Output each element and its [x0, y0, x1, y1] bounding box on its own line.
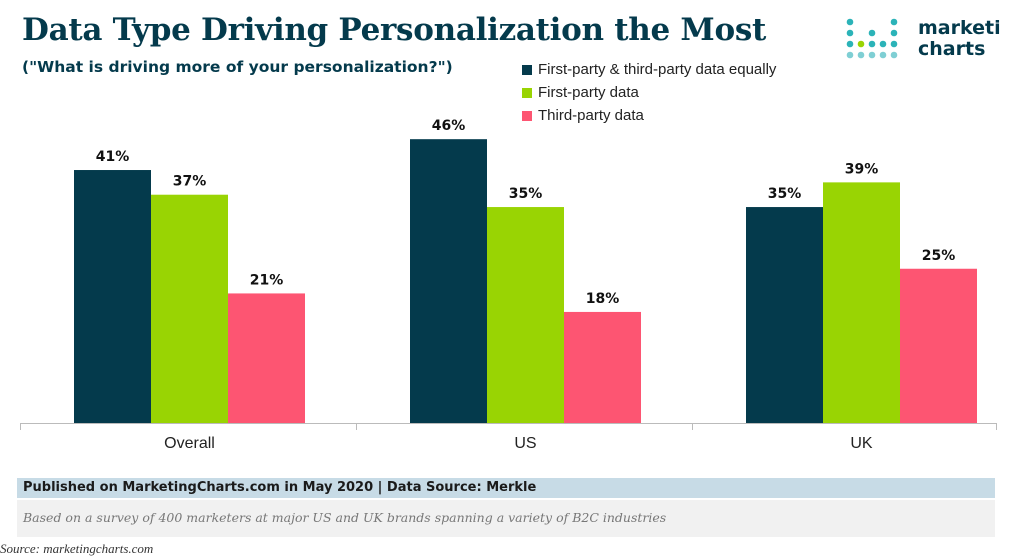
legend-swatch-series-3: [522, 110, 532, 121]
legend: First-party & third-party data equally F…: [522, 58, 776, 127]
bar-overall-series-2: [151, 194, 228, 423]
data-label: 41%: [96, 149, 130, 165]
legend-label-series-2: First-party data: [538, 84, 639, 101]
chart-subtitle: ("What is driving more of your personali…: [22, 58, 453, 76]
logo-text-line2: charts: [918, 38, 986, 60]
bar-overall-series-3: [228, 293, 305, 423]
logo-text: marketi charts: [918, 18, 1001, 60]
x-tick-label-us: US: [514, 435, 536, 452]
bar-uk-series-1: [746, 207, 823, 423]
bar-chart: 41% 37% 21% Overall 46% 35% 18% US 35% 39% 25% UK: [20, 118, 997, 452]
footer-source: Published on MarketingCharts.com in May …: [23, 480, 537, 495]
logo-dots-icon: [846, 18, 898, 59]
bar-us-series-1: [410, 139, 487, 423]
legend-swatch-series-2: [522, 87, 532, 98]
x-tick-label-uk: UK: [850, 435, 873, 452]
data-label: 21%: [250, 272, 284, 288]
bar-overall-series-1: [74, 170, 151, 423]
bar-us-series-2: [487, 207, 564, 423]
data-label: 35%: [509, 186, 543, 202]
data-label: 37%: [173, 174, 207, 190]
data-label: 35%: [768, 186, 802, 202]
legend-item-series-2: First-party data: [522, 81, 776, 104]
data-label: 18%: [586, 291, 620, 307]
source-caption: Source: marketingcharts.com: [0, 541, 154, 556]
x-tick-label-overall: Overall: [164, 435, 215, 452]
footer-note-background: [17, 500, 995, 537]
footer-note: Based on a survey of 400 marketers at ma…: [23, 510, 667, 525]
legend-label-series-3: Third-party data: [538, 107, 644, 124]
bar-uk-series-3: [900, 268, 977, 423]
marketingcharts-logo: marketi charts: [846, 18, 1001, 64]
legend-item-series-3: Third-party data: [522, 104, 776, 127]
data-label: 25%: [922, 248, 956, 264]
bar-uk-series-2: [823, 182, 900, 423]
legend-label-series-1: First-party & third-party data equally: [538, 61, 777, 78]
bar-us-series-3: [564, 311, 641, 423]
logo-text-line1: marketi: [918, 17, 1001, 39]
footer-source-bar: [17, 478, 995, 498]
data-label: 46%: [432, 118, 466, 134]
legend-swatch-series-1: [522, 64, 532, 75]
data-label: 39%: [845, 161, 879, 177]
legend-item-series-1: First-party & third-party data equally: [522, 58, 776, 81]
chart-title: Data Type Driving Personalization the Mo…: [22, 12, 766, 48]
